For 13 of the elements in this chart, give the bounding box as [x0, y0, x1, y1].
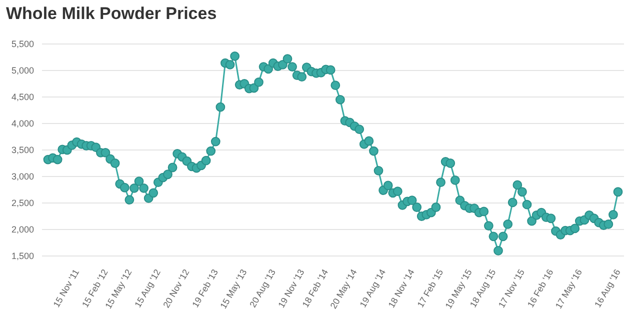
- y-tick-label: 1,500: [11, 251, 34, 262]
- x-tick-label: 17 Feb '15: [415, 268, 446, 310]
- x-tick-label: 16 Feb '16: [525, 268, 556, 310]
- y-tick-label: 2,500: [11, 198, 34, 208]
- y-tick-label: 4,500: [11, 92, 34, 102]
- x-tick-label: 19 Feb '13: [190, 268, 220, 310]
- y-tick-label: 5,500: [11, 39, 34, 50]
- y-tick-label: 2,000: [11, 224, 34, 235]
- y-tick-label: 5,000: [11, 66, 34, 76]
- y-tick-label: 3,000: [11, 172, 34, 182]
- y-tick-label: 4,000: [11, 118, 34, 129]
- y-tick-label: 3,500: [11, 145, 34, 156]
- chart-title: Whole Milk Powder Prices: [6, 4, 217, 24]
